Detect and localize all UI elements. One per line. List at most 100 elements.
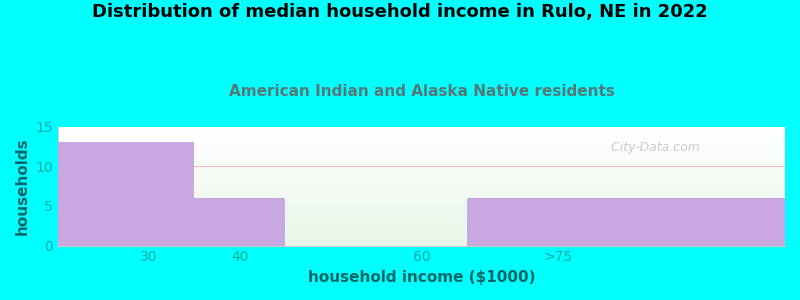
Bar [58,133,785,134]
Bar [58,153,785,154]
Bar [58,231,785,232]
Bar [58,149,785,150]
Bar [58,127,785,128]
Bar [58,172,785,173]
Bar [58,196,785,197]
Bar [58,244,785,246]
Bar [58,168,785,169]
Bar [58,193,785,194]
Bar [58,150,785,152]
Bar [58,208,785,209]
Bar [58,234,785,235]
Bar [58,185,785,186]
Bar [58,178,785,179]
Bar [58,230,785,231]
Bar [58,140,785,141]
Bar [58,187,785,188]
Bar [58,158,785,159]
Bar [58,192,785,193]
Bar [58,142,785,143]
Bar [58,211,785,212]
Bar [58,190,785,191]
Bar [58,161,785,162]
Bar [58,162,785,164]
Bar [58,197,785,198]
Bar [58,139,785,140]
Bar [58,191,785,192]
Bar [58,203,785,204]
Bar [58,214,785,216]
Bar [58,206,785,208]
Bar [58,243,785,244]
Bar [58,242,785,243]
Bar [58,194,785,196]
Bar [58,228,785,229]
Bar [58,137,785,139]
Bar [58,224,785,225]
Bar [58,232,785,234]
Bar [0,142,194,246]
Bar [58,130,785,131]
Bar [58,241,785,242]
Bar [194,198,286,246]
Bar [58,154,785,155]
Bar [467,198,785,246]
Bar [58,171,785,172]
Bar [58,218,785,219]
Y-axis label: households: households [15,137,30,235]
Bar [58,174,785,175]
Bar [58,143,785,144]
Bar [58,160,785,161]
Bar [58,164,785,165]
Bar [58,166,785,167]
Bar [58,237,785,238]
Bar [58,186,785,187]
Bar [58,156,785,158]
Bar [58,225,785,226]
Bar [58,205,785,206]
Bar [58,144,785,145]
Bar [58,148,785,149]
Bar [58,181,785,182]
Bar [58,131,785,133]
Bar [58,240,785,241]
Bar [58,236,785,237]
X-axis label: household income ($1000): household income ($1000) [308,270,535,285]
Bar [58,141,785,142]
Bar [58,213,785,214]
Bar [58,182,785,184]
Bar [58,217,785,218]
Bar [58,146,785,147]
Bar [58,212,785,213]
Bar [58,173,785,174]
Bar [58,134,785,135]
Bar [58,179,785,180]
Bar [58,159,785,160]
Bar [58,176,785,178]
Bar [58,198,785,199]
Bar [58,200,785,202]
Bar [58,204,785,205]
Bar [58,155,785,156]
Bar [58,169,785,171]
Bar [58,180,785,181]
Bar [58,128,785,129]
Bar [58,152,785,153]
Bar [58,222,785,223]
Bar [58,238,785,240]
Bar [58,216,785,217]
Bar [58,229,785,230]
Bar [58,129,785,130]
Bar [58,223,785,224]
Bar [58,210,785,211]
Bar [58,184,785,185]
Bar [58,199,785,200]
Text: Distribution of median household income in Rulo, NE in 2022: Distribution of median household income … [92,3,708,21]
Bar [58,135,785,136]
Bar [58,235,785,236]
Bar [58,202,785,203]
Bar [58,136,785,137]
Bar [58,188,785,190]
Bar [58,209,785,210]
Bar [58,226,785,228]
